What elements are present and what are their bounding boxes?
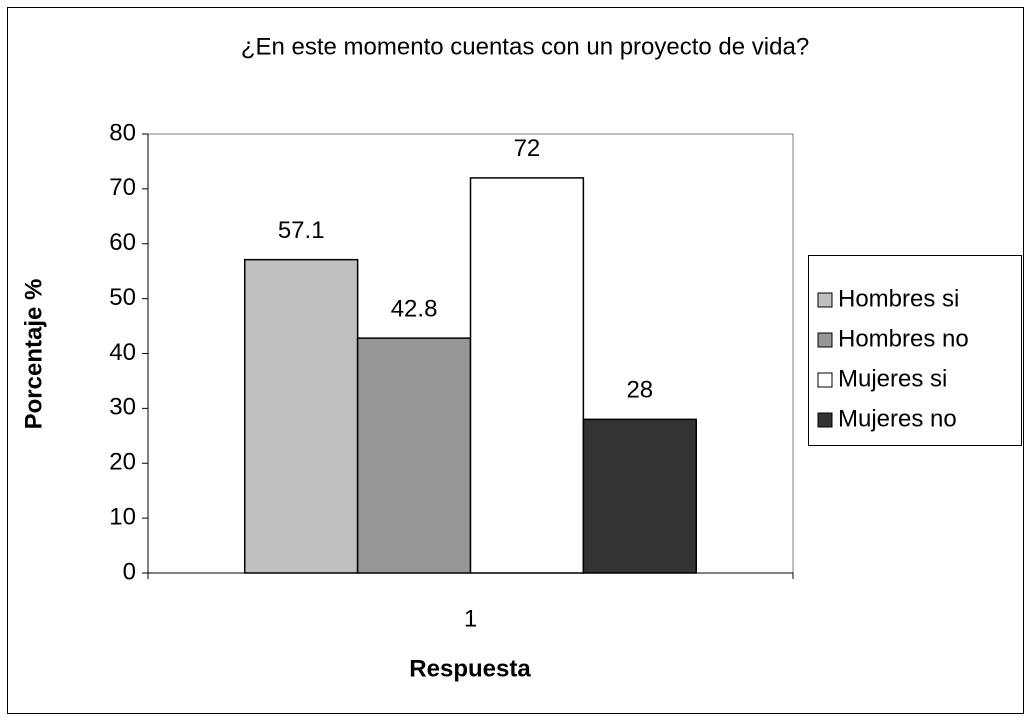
y-axis-title: Porcentaje % [20, 279, 47, 430]
bar [469, 177, 585, 574]
y-tick-label: 60 [109, 229, 136, 256]
data-label: 42.8 [391, 295, 438, 322]
data-label: 28 [626, 377, 653, 404]
bar [244, 258, 359, 574]
y-tick-label: 50 [109, 284, 136, 311]
y-tick-label: 20 [109, 449, 136, 476]
legend-label: Hombres si [838, 285, 959, 312]
bar [582, 418, 697, 574]
legend-label: Mujeres no [838, 405, 957, 432]
chart-title: ¿En este momento cuentas con un proyecto… [241, 33, 809, 60]
legend-swatch [817, 332, 833, 348]
data-label: 72 [514, 135, 541, 162]
y-tick-label: 10 [109, 503, 136, 530]
y-tick-label: 70 [109, 174, 136, 201]
y-tick-label: 40 [109, 339, 136, 366]
y-tick-label: 30 [109, 394, 136, 421]
legend-swatch [817, 372, 833, 388]
legend-swatch [817, 412, 833, 428]
x-tick-label: 1 [464, 605, 477, 632]
x-axis-title: Respuesta [409, 655, 531, 682]
legend-box [808, 255, 1022, 446]
legend-label: Mujeres si [838, 365, 947, 392]
y-tick-label: 0 [123, 558, 136, 585]
data-label: 57.1 [278, 217, 325, 244]
legend-swatch [817, 292, 833, 308]
y-tick-label: 80 [109, 119, 136, 146]
bar [356, 337, 472, 574]
legend-label: Hombres no [838, 325, 969, 352]
